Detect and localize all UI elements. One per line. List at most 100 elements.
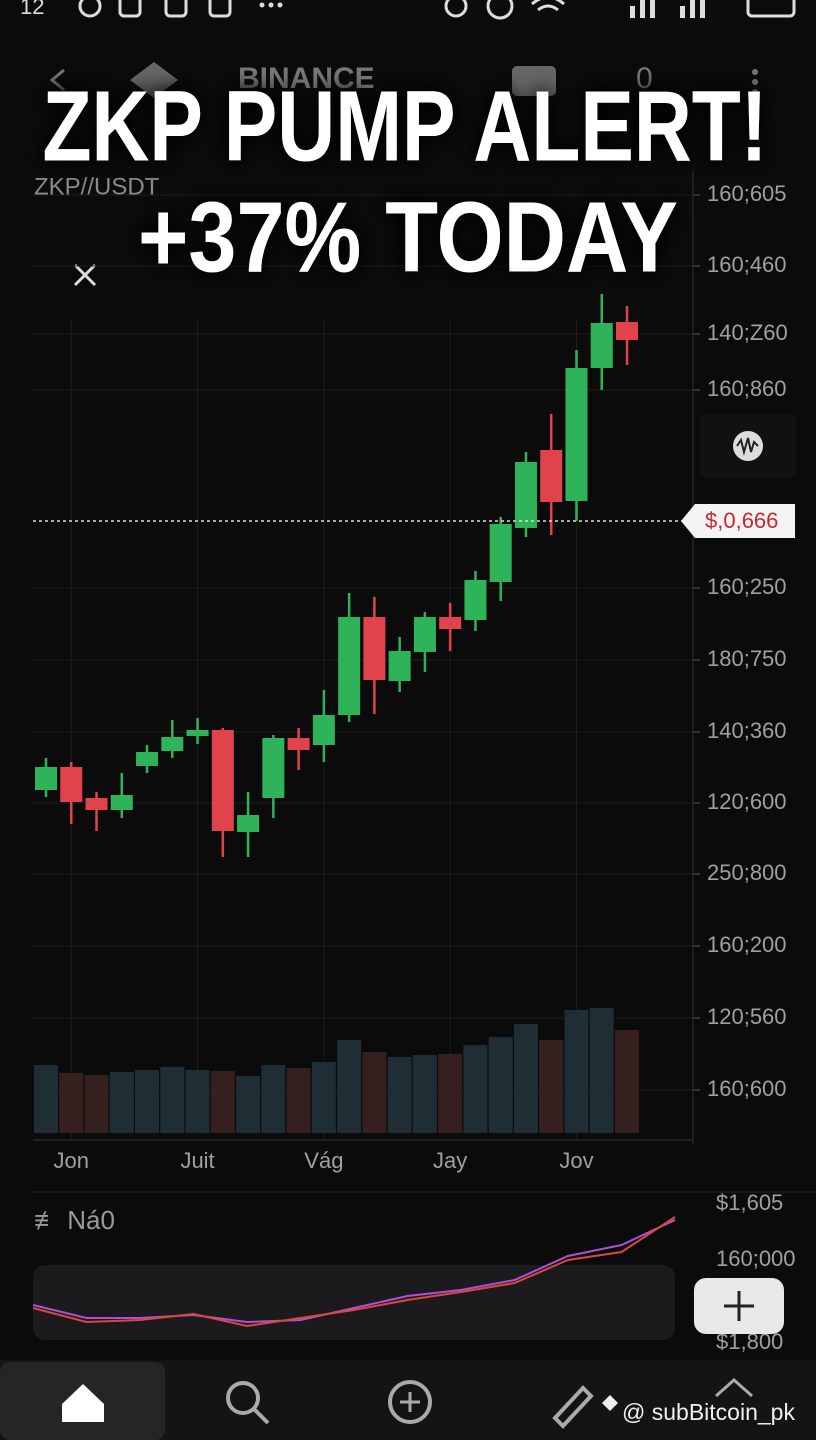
volume-bar — [589, 1008, 614, 1133]
candle-body — [363, 617, 386, 680]
indicator-title: ≢ Ná0 — [34, 1205, 115, 1235]
candle-body — [161, 737, 184, 751]
volume-bar — [34, 1065, 58, 1133]
price-tag — [681, 504, 795, 538]
pencil-icon[interactable] — [552, 1385, 594, 1429]
y-tick-label: $1,605 — [716, 1190, 783, 1215]
brand: BINANCE — [238, 62, 375, 95]
volume-bar — [135, 1070, 160, 1133]
y-tick-label: 160;460 — [707, 252, 787, 277]
volume-bar — [337, 1040, 362, 1133]
candle-body — [388, 651, 411, 681]
sound-wave-icon — [733, 431, 763, 461]
watermark-logo — [602, 1395, 618, 1411]
headline: ZKP PUMP ALERT! — [43, 70, 768, 182]
volume-bar — [412, 1055, 437, 1133]
plot: 160;605 160;460 140;Z60 160;860 160;250 180;7… — [33, 170, 795, 1173]
volume-bar — [488, 1037, 513, 1133]
y-tick-label: 160;605 — [707, 181, 787, 206]
close-button[interactable] — [73, 263, 97, 287]
add-icon — [724, 1291, 754, 1321]
camera-button[interactable] — [512, 66, 556, 96]
candle-body — [60, 767, 83, 802]
candle-body — [262, 738, 285, 798]
y-tick-label: 180;750 — [707, 646, 787, 671]
menu-dot[interactable] — [752, 69, 758, 75]
y-tick-label: 120;560 — [707, 1004, 787, 1029]
candle-body — [237, 815, 260, 832]
volume-bar — [513, 1024, 538, 1133]
x-tick-label: Jay — [433, 1148, 467, 1173]
y-tick-label: 120;600 — [707, 789, 787, 814]
status-dot — [277, 2, 283, 8]
candle-body — [413, 617, 436, 652]
back-button[interactable] — [49, 68, 65, 92]
candle-body — [464, 580, 487, 620]
wave — [736, 437, 759, 456]
volume-bar — [261, 1065, 286, 1133]
menu-dot[interactable] — [752, 79, 758, 85]
candle-body — [85, 798, 108, 810]
volume-bar — [387, 1057, 412, 1133]
volume-bar — [185, 1070, 210, 1133]
home-icon — [62, 1384, 104, 1422]
candle-body — [35, 767, 57, 790]
volume-bar — [615, 1030, 639, 1133]
header-count: 0 — [636, 62, 653, 95]
status-time: 12 — [20, 0, 44, 19]
volume-bar — [236, 1076, 261, 1133]
price-tag-label: $,0,666 — [705, 508, 778, 533]
volume-bar — [539, 1040, 564, 1133]
candle-body — [136, 752, 159, 766]
candle-body — [186, 730, 209, 736]
y-tick-label: 250;800 — [707, 860, 787, 885]
signal-bar — [640, 0, 645, 18]
candle-body — [540, 450, 563, 502]
volume-bar — [210, 1071, 235, 1133]
candle-body — [312, 715, 335, 745]
candle-body — [287, 738, 310, 750]
status-icon — [208, 0, 232, 18]
candle-body — [565, 368, 588, 501]
volume-bar — [109, 1072, 134, 1133]
candle-body — [514, 462, 537, 528]
search-icon[interactable] — [226, 1381, 260, 1415]
pair-label: ZKP//USDT — [34, 173, 160, 200]
signal-bar — [690, 0, 695, 18]
status-icon — [486, 0, 514, 20]
signal-bar — [680, 6, 685, 18]
y-tick-label: 160;600 — [707, 1076, 787, 1101]
candle-body — [616, 322, 638, 340]
candle-body — [489, 524, 512, 582]
battery-icon — [746, 0, 796, 18]
volume-bar — [438, 1054, 463, 1133]
search-icon-handle — [252, 1407, 270, 1425]
wifi-icon — [531, 0, 565, 12]
y-tick-label: 140;Z60 — [707, 320, 788, 345]
x-tick-label: Juit — [180, 1148, 214, 1173]
x-tick-label: Vág — [304, 1148, 343, 1173]
y-tick-label: 140;360 — [707, 718, 787, 743]
add-circle-icon[interactable] — [388, 1380, 432, 1424]
status-icon — [164, 0, 188, 18]
add-circle-plus — [400, 1392, 420, 1412]
more-icon[interactable] — [715, 1377, 753, 1398]
candle-body — [110, 795, 133, 810]
menu-dot[interactable] — [752, 89, 758, 95]
volume-bar — [84, 1075, 109, 1133]
volume-bar — [286, 1068, 311, 1133]
volume-bar — [463, 1045, 488, 1133]
app-header: BINANCE 0 ZKP//USDT — [34, 62, 758, 287]
indicator-line — [32, 1216, 676, 1328]
status-dot — [259, 2, 265, 8]
candle-body — [338, 617, 361, 715]
volume-bar — [564, 1010, 589, 1133]
candle-body — [439, 617, 462, 629]
subheadline: +37% TODAY — [138, 181, 678, 293]
volume-bar — [311, 1062, 336, 1133]
x-tick-label: Jov — [559, 1148, 593, 1173]
status-icon — [444, 0, 468, 18]
